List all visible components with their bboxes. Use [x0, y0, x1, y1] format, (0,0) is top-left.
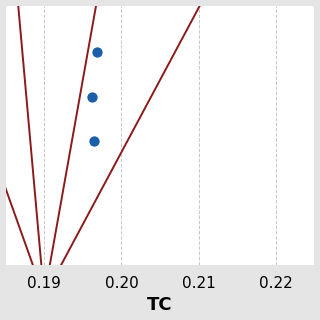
Point	[94, 50, 99, 55]
X-axis label: TC: TC	[147, 296, 173, 315]
Point	[90, 94, 95, 99]
Point	[92, 138, 97, 143]
